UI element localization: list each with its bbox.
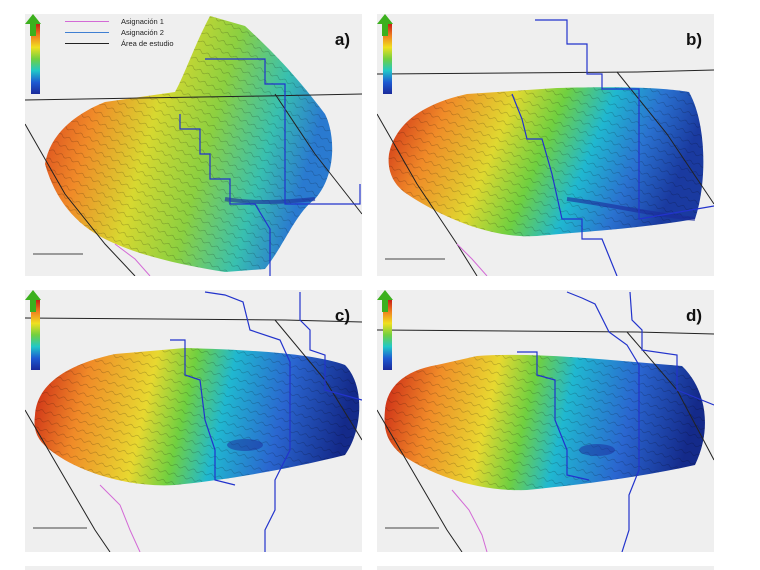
map-canvas-b bbox=[377, 19, 714, 276]
map-canvas-c bbox=[25, 291, 362, 552]
map-panel-a: Asignación 1 Asignación 2 Área de estudi… bbox=[25, 14, 362, 276]
north-arrow-icon bbox=[25, 290, 41, 312]
assignment-1-boundary bbox=[114, 243, 151, 276]
north-arrow-icon bbox=[377, 14, 393, 36]
legend-item-study-area: Área de estudio bbox=[65, 38, 205, 49]
panel-label: d) bbox=[685, 306, 702, 325]
north-arrow-icon bbox=[377, 290, 393, 312]
north-arrow-icon bbox=[25, 14, 41, 36]
legend-label: Asignación 2 bbox=[121, 28, 164, 37]
legend-swatch bbox=[65, 43, 109, 44]
next-panel-edge bbox=[25, 566, 362, 570]
color-scale-bar bbox=[31, 300, 40, 370]
legend-label: Asignación 1 bbox=[121, 17, 164, 26]
panel-label: c) bbox=[334, 306, 350, 325]
map-legend: Asignación 1 Asignación 2 Área de estudi… bbox=[65, 16, 205, 49]
panel-label: a) bbox=[334, 30, 350, 49]
map-panel-c: c) bbox=[25, 290, 362, 552]
legend-swatch bbox=[65, 21, 109, 22]
color-scale-bar bbox=[383, 300, 392, 370]
map-panel-b: b) bbox=[377, 14, 714, 276]
study-area-boundary bbox=[25, 93, 362, 101]
legend-item-assignment-2: Asignación 2 bbox=[65, 27, 205, 38]
legend-swatch bbox=[65, 32, 109, 33]
legend-label: Área de estudio bbox=[121, 39, 174, 48]
color-scale-bar bbox=[383, 24, 392, 94]
legend-item-assignment-1: Asignación 1 bbox=[65, 16, 205, 27]
color-scale-bar bbox=[31, 24, 40, 94]
map-canvas-d bbox=[377, 291, 714, 552]
map-canvas-a bbox=[25, 16, 362, 276]
panel-label: b) bbox=[685, 30, 702, 49]
map-panel-d: d) bbox=[377, 290, 714, 552]
assignment-2-boundary bbox=[179, 114, 271, 276]
next-panel-edge bbox=[377, 566, 714, 570]
